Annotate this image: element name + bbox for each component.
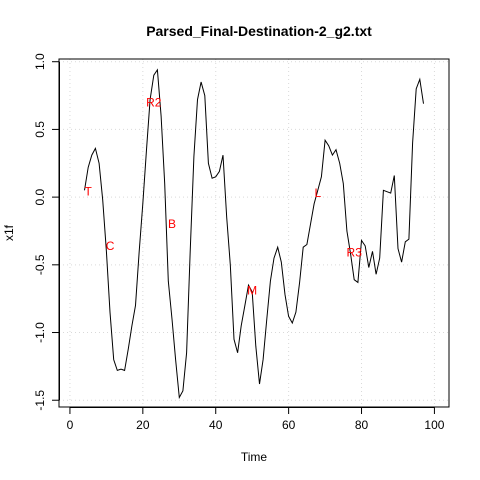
y-tick-label: 0.5 [33,121,47,138]
grid [59,59,449,407]
y-tick-label: -1.5 [33,390,47,411]
y-tick-label: -1.0 [33,322,47,343]
y-axis-label: x1f [2,224,16,241]
x-tick-label: 100 [424,418,444,432]
x-axis-label: Time [241,450,268,464]
x-tick-label: 80 [355,418,369,432]
x-tick-label: 40 [209,418,223,432]
annotations: T C R2 B M L R3 [84,95,362,297]
y-tick-label: 0.0 [33,188,47,205]
annotation-label: R3 [347,246,363,260]
series-line [84,68,424,400]
x-tick-label: 20 [136,418,150,432]
annotation-label: T [84,185,92,199]
y-axis: -1.5 -1.0 -0.5 0.0 0.5 1.0 [33,53,60,411]
annotation-label: R2 [146,95,162,109]
annotation-label: L [314,186,321,200]
x-axis: 0 20 40 60 80 100 [67,407,445,432]
chart-title: Parsed_Final-Destination-2_g2.txt [146,23,372,39]
y-tick-label: 1.0 [33,53,47,70]
annotation-label: B [168,217,176,231]
y-tick-label: -0.5 [33,254,47,275]
annotation-label: M [247,284,257,298]
plot-frame [58,58,450,408]
x-tick-label: 60 [282,418,296,432]
annotation-label: C [106,239,115,253]
x-tick-label: 0 [67,418,74,432]
